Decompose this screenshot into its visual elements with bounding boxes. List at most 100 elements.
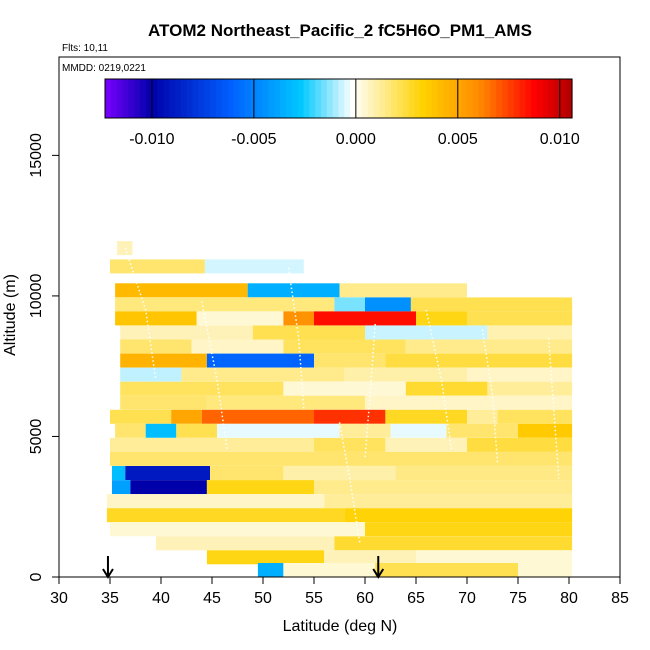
- colorbar-swatch: [525, 79, 532, 118]
- heat-cell-12-0: [115, 423, 146, 438]
- flight-track-6: [547, 338, 560, 479]
- y-tick-label: 10000: [28, 274, 45, 319]
- heat-cell-22-2: [375, 563, 518, 577]
- colorbar-swatch: [367, 79, 375, 118]
- heat-cell-20-1: [334, 536, 573, 551]
- heat-cell-7-3: [385, 353, 573, 368]
- heat-cell-7-1: [206, 353, 314, 368]
- colorbar-swatch: [385, 79, 392, 118]
- heat-cell-12-6: [446, 423, 518, 438]
- colorbar-swatch: [192, 79, 199, 118]
- colorbar-swatch: [157, 79, 164, 118]
- heat-cell-16-2: [206, 480, 314, 495]
- markers: [102, 556, 385, 579]
- heat-cell-18-1: [344, 508, 573, 523]
- heat-cell-11-2: [201, 409, 314, 424]
- heat-cell-8-1: [181, 367, 345, 382]
- colorbar-swatch: [175, 79, 182, 118]
- colorbar-swatch: [466, 79, 474, 118]
- x-tick-label: 45: [203, 590, 221, 607]
- colorbar-swatch: [326, 79, 334, 118]
- colorbar-swatch: [280, 79, 287, 118]
- colorbar-swatch: [408, 79, 415, 118]
- colorbar-swatch: [262, 79, 270, 118]
- heat-cell-22-0: [257, 563, 284, 577]
- heat-cell-15-3: [283, 466, 396, 480]
- colorbar-frame: [104, 78, 573, 119]
- heat-cell-19-0: [110, 522, 365, 537]
- heat-cell-13-0: [110, 437, 314, 452]
- heat-cell-5-3: [487, 325, 573, 340]
- colorbar-swatch: [297, 79, 305, 118]
- flight-tracks: [124, 247, 560, 544]
- colorbar-swatch: [239, 79, 246, 118]
- heat-cell-4-2: [283, 311, 314, 326]
- plot-frame: [58, 56, 621, 578]
- heat-cell-1-1: [204, 259, 304, 274]
- y-tick-label: 0: [28, 572, 45, 581]
- colorbar-swatch: [472, 79, 480, 118]
- heat-cell-9-3: [487, 381, 573, 396]
- colorbar-swatch: [122, 79, 129, 118]
- heat-cell-8-0: [120, 367, 182, 382]
- heat-cell-0-0: [117, 241, 133, 256]
- colorbar-swatch: [291, 79, 299, 118]
- colorbar-swatch: [542, 79, 550, 118]
- colorbar-swatch: [215, 79, 223, 118]
- colorbar-swatch: [180, 79, 188, 118]
- colorbar-swatch: [420, 79, 427, 118]
- heat-cell-16-3: [314, 480, 573, 495]
- heat-cell-11-1: [171, 409, 202, 424]
- heat-cell-5-0: [120, 325, 253, 340]
- colorbar-swatch: [198, 79, 205, 118]
- heat-cell-13-3: [467, 437, 573, 452]
- heat-cell-3-0: [115, 297, 335, 312]
- heat-cell-15-1: [125, 466, 210, 480]
- heat-cell-16-0: [112, 480, 131, 495]
- heat-cell-4-4: [416, 311, 467, 326]
- colorbar-tick-label: 0.010: [540, 131, 580, 148]
- heat-cell-20-0: [155, 536, 335, 551]
- heat-cell-10-1: [206, 395, 365, 410]
- colorbar-swatch: [437, 79, 445, 118]
- colorbar-tick-label: 0.005: [438, 131, 478, 148]
- heat-cell-6-0: [120, 339, 192, 354]
- colorbar-swatch: [186, 79, 194, 118]
- colorbar-swatch: [315, 79, 322, 118]
- heat-cell-11-5: [467, 409, 498, 424]
- heat-cell-12-5: [390, 423, 447, 438]
- colorbar-swatch: [140, 79, 147, 118]
- colorbar-swatch: [396, 79, 404, 118]
- heat-cell-12-7: [518, 423, 573, 438]
- heat-cell-2-0: [115, 283, 248, 298]
- x-tick-label: 30: [50, 590, 68, 607]
- flight-track-3: [338, 422, 361, 544]
- flight-track-5: [481, 329, 499, 465]
- colorbar-swatch: [554, 79, 561, 118]
- colorbar-swatch: [151, 79, 159, 118]
- y-axis: 0 5000 10000 15000: [28, 133, 59, 581]
- heat-cell-22-3: [518, 563, 573, 577]
- colorbar-swatch: [391, 79, 398, 118]
- heat-cell-2-1: [247, 283, 340, 298]
- x-axis-label: Latitude (deg N): [283, 618, 398, 635]
- colorbar-swatch: [320, 79, 328, 118]
- heat-cell-7-2: [314, 353, 386, 368]
- colorbar-swatch: [105, 79, 112, 118]
- heat-cell-9-2: [405, 381, 488, 396]
- colorbar-swatch: [268, 79, 275, 118]
- colorbar-swatch: [350, 79, 357, 118]
- heat-cell-6-3: [405, 339, 573, 354]
- heat-cell-11-4: [385, 409, 467, 424]
- colorbar-swatch: [274, 79, 281, 118]
- colorbar-swatch: [431, 79, 439, 118]
- heat-cell-22-1: [283, 563, 376, 577]
- x-tick-label: 35: [101, 590, 119, 607]
- chart-title: ATOM2 Northeast_Pacific_2 fC5H6O_PM1_AMS: [148, 21, 532, 40]
- heat-cell-10-0: [120, 395, 207, 410]
- colorbar-swatch: [414, 79, 421, 118]
- x-tick-label: 55: [305, 590, 323, 607]
- heat-cell-11-6: [497, 409, 573, 424]
- heat-cell-21-0: [206, 550, 325, 565]
- heat-cell-3-2: [365, 297, 411, 312]
